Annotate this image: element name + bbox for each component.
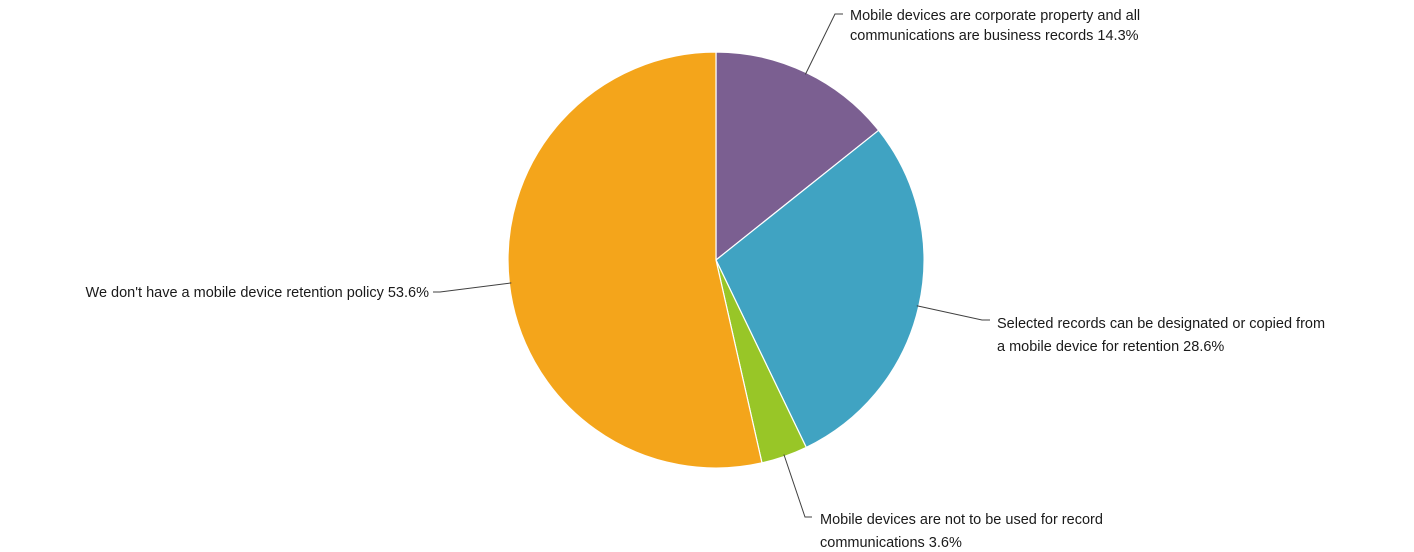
slice-label-line: Mobile devices are corporate property an… <box>850 8 1140 24</box>
leader-line-3 <box>783 454 812 518</box>
leader-line-2 <box>916 305 990 321</box>
slice-label-line: Selected records can be designated or co… <box>997 316 1325 332</box>
slice-labels: Mobile devices are corporate property an… <box>86 8 1326 551</box>
slice-label-line: a mobile device for retention 28.6% <box>997 339 1224 355</box>
slice-label-line: Mobile devices are not to be used for re… <box>820 512 1103 528</box>
slice-label-line: We don't have a mobile device retention … <box>86 285 430 301</box>
slice-label-3: Mobile devices are not to be used for re… <box>820 512 1103 551</box>
slice-label-4: We don't have a mobile device retention … <box>86 285 430 301</box>
pie-slices <box>507 51 925 469</box>
leader-line-4 <box>433 282 512 293</box>
slice-label-2: Selected records can be designated or co… <box>997 316 1325 355</box>
leader-line-1 <box>804 13 843 75</box>
slice-label-line: communications 3.6% <box>820 535 962 551</box>
slice-label-1: Mobile devices are corporate property an… <box>850 8 1140 44</box>
slice-label-line: communications are business records 14.3… <box>850 28 1139 44</box>
leader-lines <box>433 13 990 518</box>
